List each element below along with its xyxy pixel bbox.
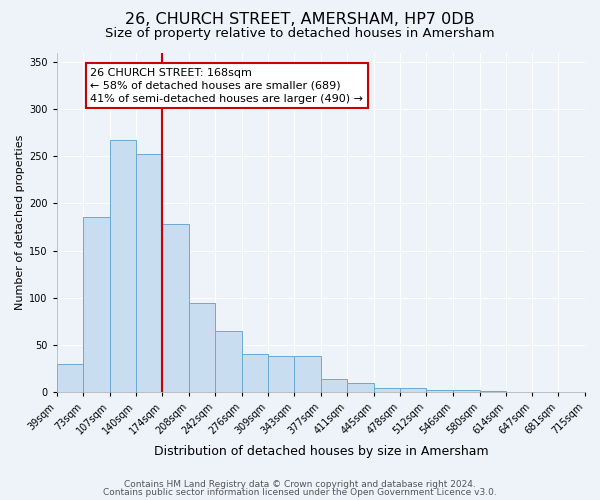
Bar: [189, 302, 215, 392]
Bar: [268, 356, 295, 392]
Bar: [215, 331, 242, 392]
Bar: [374, 388, 400, 392]
Text: 26 CHURCH STREET: 168sqm
← 58% of detached houses are smaller (689)
41% of semi-: 26 CHURCH STREET: 168sqm ← 58% of detach…: [91, 68, 364, 104]
Bar: [347, 383, 374, 392]
X-axis label: Distribution of detached houses by size in Amersham: Distribution of detached houses by size …: [154, 444, 488, 458]
Text: Size of property relative to detached houses in Amersham: Size of property relative to detached ho…: [105, 28, 495, 40]
Bar: [162, 224, 189, 392]
Bar: [57, 364, 83, 392]
Bar: [400, 388, 427, 392]
Bar: [321, 379, 347, 392]
Bar: [453, 390, 479, 392]
Bar: [242, 354, 268, 392]
Bar: [295, 356, 321, 392]
Bar: [427, 390, 453, 392]
Bar: [110, 140, 136, 392]
Text: Contains HM Land Registry data © Crown copyright and database right 2024.: Contains HM Land Registry data © Crown c…: [124, 480, 476, 489]
Text: Contains public sector information licensed under the Open Government Licence v3: Contains public sector information licen…: [103, 488, 497, 497]
Bar: [83, 216, 110, 392]
Text: 26, CHURCH STREET, AMERSHAM, HP7 0DB: 26, CHURCH STREET, AMERSHAM, HP7 0DB: [125, 12, 475, 28]
Bar: [136, 154, 162, 392]
Y-axis label: Number of detached properties: Number of detached properties: [15, 134, 25, 310]
